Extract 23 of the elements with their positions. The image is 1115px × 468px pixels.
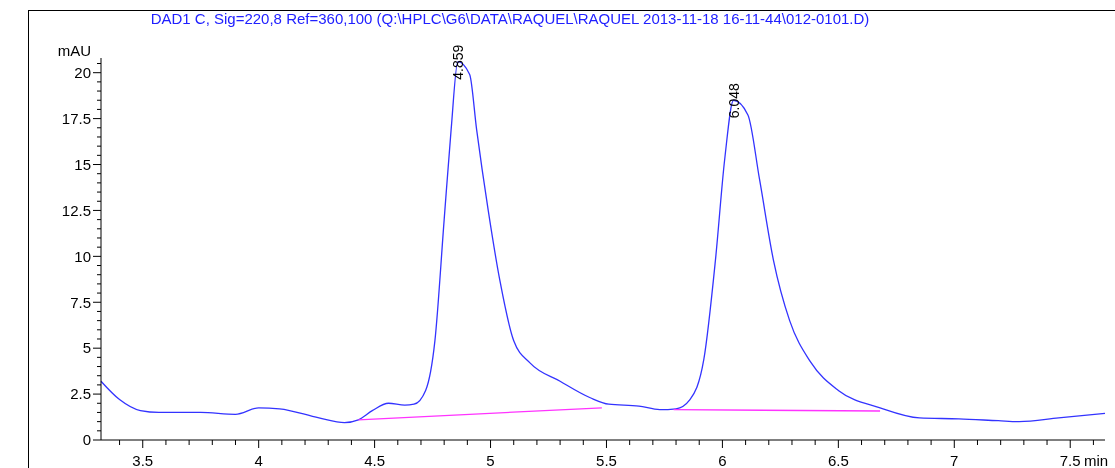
annotation: 4.859 <box>449 44 466 80</box>
y-tick-label: 20 <box>74 63 91 81</box>
x-tick-label: 5.5 <box>596 452 617 468</box>
x-axis-title: min <box>1084 452 1109 468</box>
y-tick-label: 12.5 <box>61 201 91 219</box>
x-tick-label: 3.5 <box>132 452 154 468</box>
x-tick-label: 7 <box>950 452 959 468</box>
chart-title: DAD1 C, Sig=220,8 Ref=360,100 (Q:\HPLC\G6\DATA\RAQUEL\RAQUEL 2013-11-18 16-11-44\012-0101.D) <box>150 10 870 27</box>
y-tick-label: 0 <box>82 431 91 449</box>
y-tick-label: 17.5 <box>61 109 91 127</box>
x-tick-label: 6 <box>718 452 727 468</box>
x-tick-label: 4.5 <box>364 452 386 468</box>
y-axis-title: mAU <box>57 42 91 60</box>
y-tick-label: 10 <box>74 247 91 265</box>
x-tick-label: 4 <box>254 452 263 468</box>
y-tick-label: 15 <box>74 155 91 173</box>
x-tick-label: 5 <box>486 452 495 468</box>
y-tick-label: 7.5 <box>70 293 91 311</box>
annotation: 6.048 <box>725 82 742 119</box>
y-tick-label: 5 <box>82 339 91 357</box>
x-tick-label: 6.5 <box>827 452 849 468</box>
x-tick-label: 7.5 <box>1059 452 1081 468</box>
y-tick-label: 2.5 <box>70 385 91 403</box>
